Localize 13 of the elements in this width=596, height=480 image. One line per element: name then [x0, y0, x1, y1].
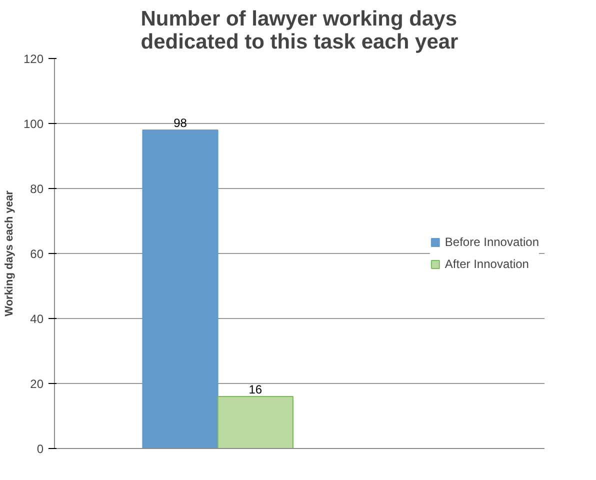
y-tick-label: 40 — [30, 312, 44, 326]
legend-label: After Innovation — [444, 257, 529, 271]
y-tick-label: 0 — [36, 442, 44, 456]
legend-label: Before Innovation — [444, 235, 539, 249]
data-label: 98 — [174, 116, 188, 130]
y-tick-label: 100 — [23, 117, 44, 131]
y-tick-label: 20 — [30, 377, 44, 391]
data-label: 16 — [248, 382, 262, 396]
y-tick-label: 60 — [30, 247, 44, 261]
y-tick-label: 80 — [30, 182, 44, 196]
chart-title: Number of lawyer working days dedicated to this task each year — [140, 8, 458, 54]
y-tick-label: 120 — [23, 52, 44, 66]
y-axis-title: Working days each year — [3, 190, 16, 316]
